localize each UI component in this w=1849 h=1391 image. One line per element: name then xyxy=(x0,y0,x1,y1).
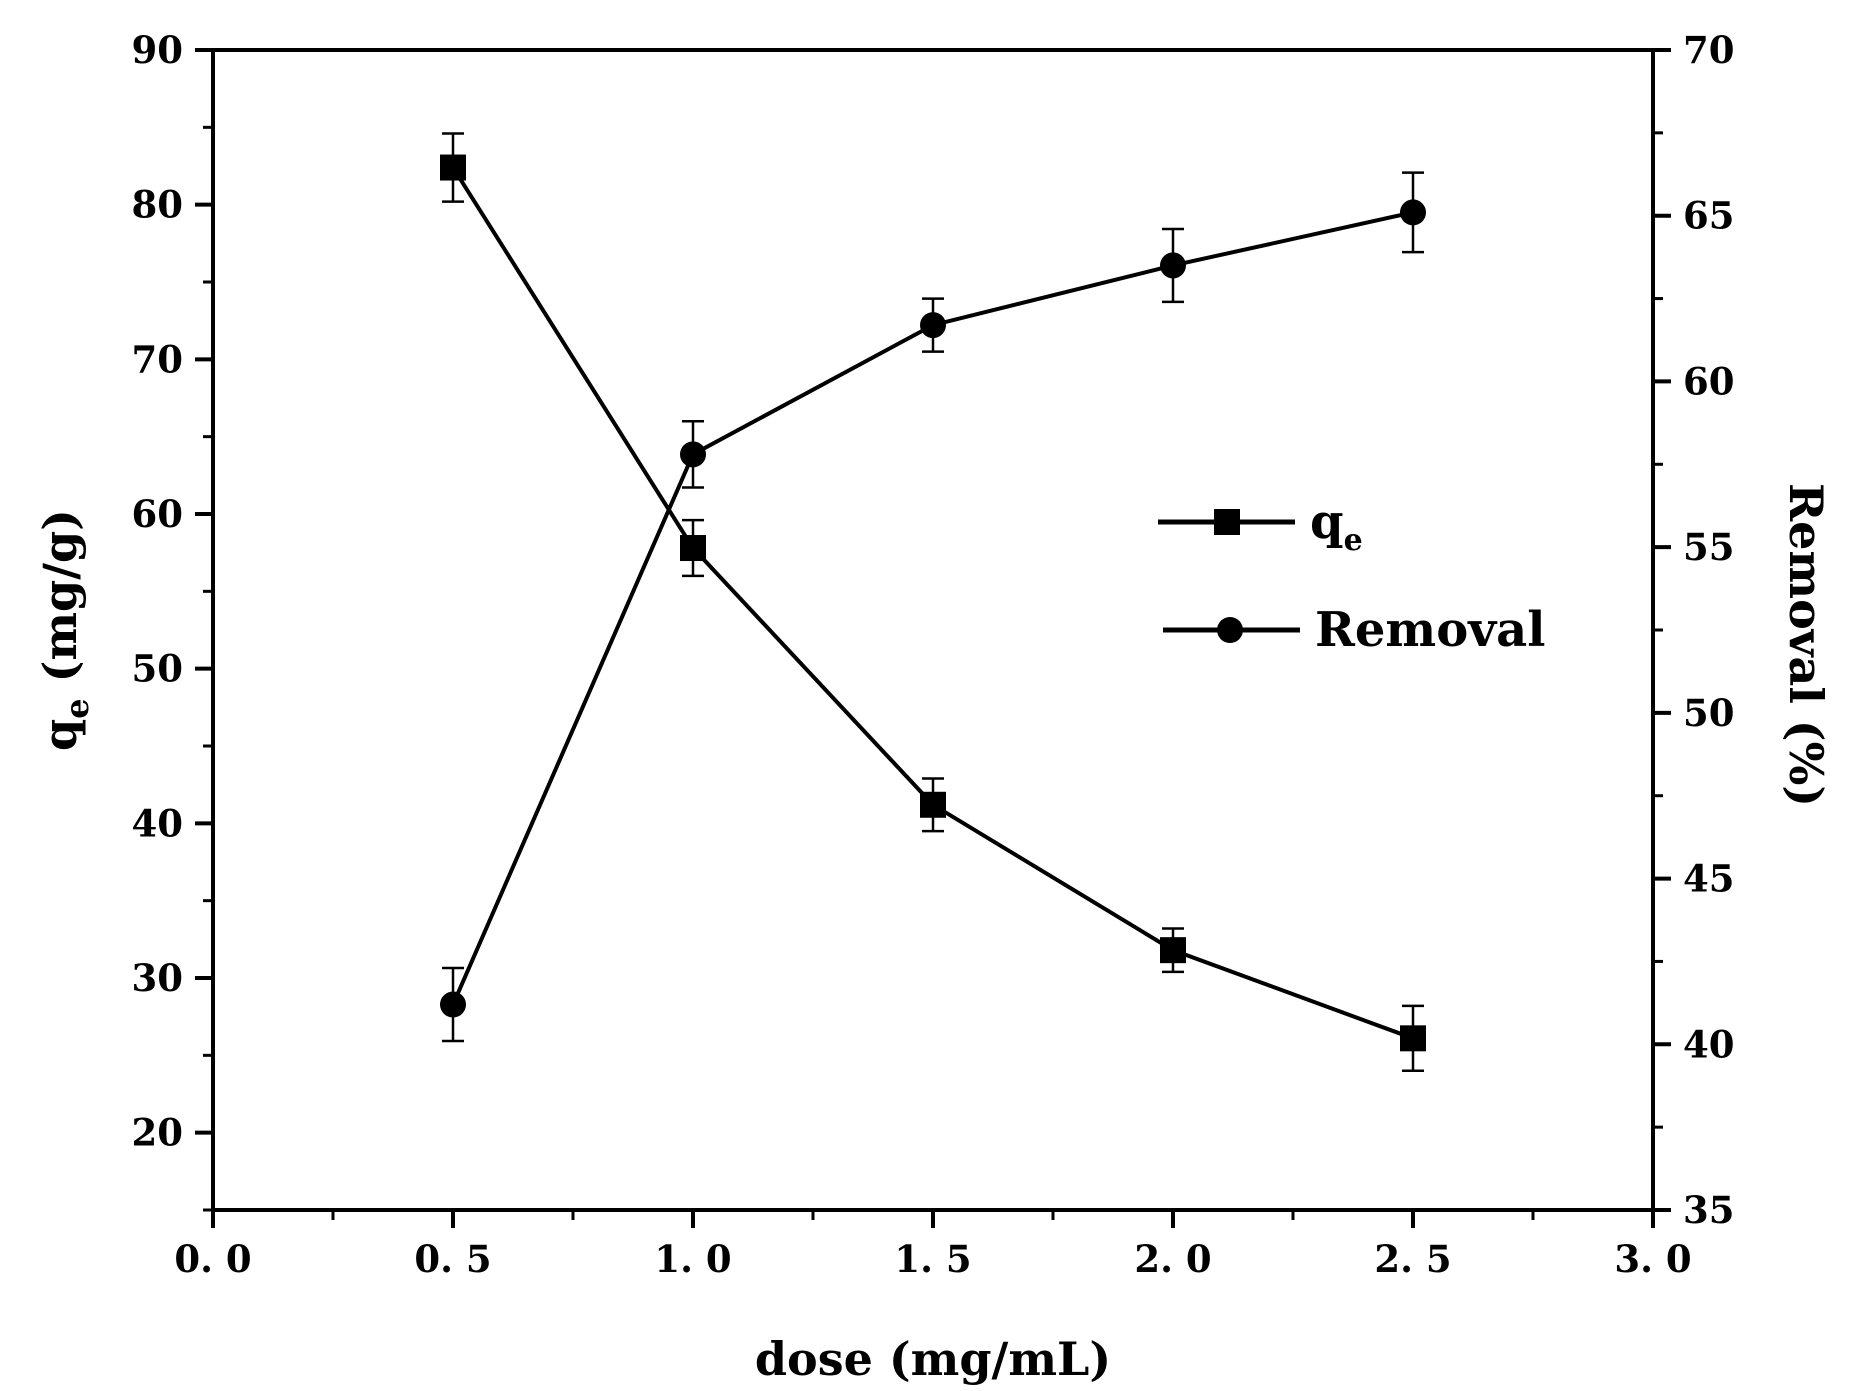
legend-label-main: q xyxy=(1310,494,1344,550)
data-point-qe xyxy=(920,791,946,818)
x-tick-label: 1. 0 xyxy=(654,1237,731,1281)
x-tick-label: 0. 0 xyxy=(174,1237,251,1281)
data-point-qe xyxy=(680,535,706,562)
y-right-tick-label: 35 xyxy=(1683,1188,1735,1232)
x-tick-label: 3. 0 xyxy=(1614,1237,1691,1281)
y-left-tick-label: 90 xyxy=(132,28,184,72)
y-right-tick-label: 40 xyxy=(1683,1022,1735,1066)
y-axis-left-title: qe (mg/g) xyxy=(33,509,96,751)
data-point-Removal xyxy=(1400,199,1426,226)
data-point-Removal xyxy=(440,991,466,1018)
y-right-tick-label: 60 xyxy=(1683,359,1735,403)
data-point-Removal xyxy=(1160,252,1186,279)
y-left-title-rest: (mg/g) xyxy=(33,509,87,698)
data-point-qe xyxy=(1400,1025,1426,1052)
data-point-Removal xyxy=(920,312,946,339)
legend-label-Removal: Removal xyxy=(1315,602,1545,658)
y-right-tick-label: 65 xyxy=(1683,194,1735,238)
x-tick-label: 2. 5 xyxy=(1374,1237,1451,1281)
y-left-tick-label: 80 xyxy=(132,183,184,227)
legend-marker-Removal xyxy=(1217,617,1243,643)
series-layer xyxy=(440,132,1426,1073)
legend-marker-qe xyxy=(1214,509,1240,535)
data-point-Removal xyxy=(680,441,706,468)
y-axis-right-title: Removal (%) xyxy=(1779,483,1833,807)
legend-label-main: Removal xyxy=(1315,602,1545,658)
y-right-tick-label: 50 xyxy=(1683,691,1735,735)
y-right-tick-label: 45 xyxy=(1683,857,1735,901)
y-left-tick-label: 50 xyxy=(132,647,184,691)
y-left-tick-label: 20 xyxy=(132,1111,184,1155)
legend-label-sub: e xyxy=(1344,523,1363,558)
y-right-tick-label: 55 xyxy=(1683,525,1735,569)
data-point-qe xyxy=(440,154,466,181)
legend: qe Removal xyxy=(1158,494,1545,658)
y-left-tick-label: 70 xyxy=(132,337,184,381)
axes-layer: 0. 0 0. 5 1. 0 1. 5 2. 0 2. 5 3. 0 20 30 40 50 60 70… xyxy=(132,28,1735,1281)
data-point-qe xyxy=(1160,937,1186,964)
y-left-title-sub: e xyxy=(58,698,96,718)
x-axis-title: dose (mg/mL) xyxy=(755,1332,1111,1386)
x-tick-label: 2. 0 xyxy=(1134,1237,1211,1281)
y-left-tick-label: 30 xyxy=(132,956,184,1000)
legend-label-qe: qe xyxy=(1310,494,1363,558)
y-left-tick-label: 60 xyxy=(132,492,184,536)
y-right-tick-label: 70 xyxy=(1683,28,1735,72)
x-tick-label: 0. 5 xyxy=(414,1237,491,1281)
y-left-tick-label: 40 xyxy=(132,801,184,845)
x-tick-label: 1. 5 xyxy=(894,1237,971,1281)
y-left-title-main: q xyxy=(33,719,87,751)
